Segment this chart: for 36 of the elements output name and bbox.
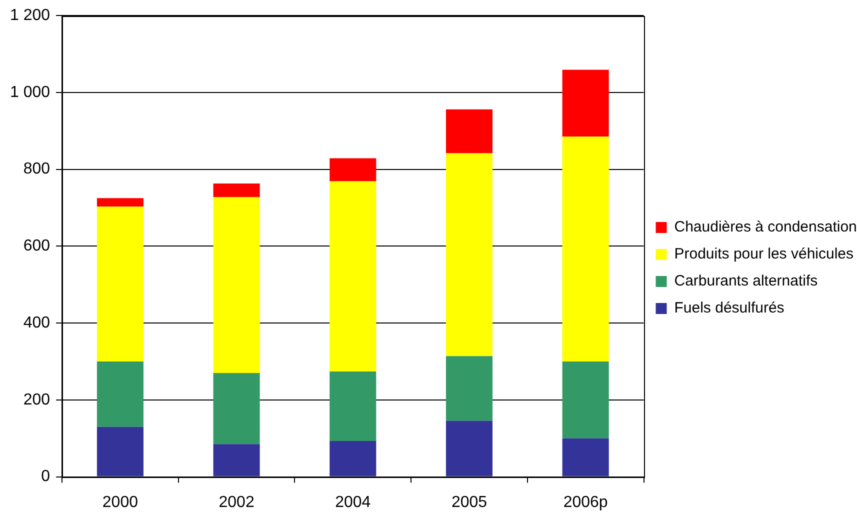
bar xyxy=(96,206,144,362)
x-tick-label: 2006p xyxy=(563,494,608,511)
x-tick-label: 2004 xyxy=(335,494,371,511)
bar xyxy=(330,181,376,372)
bar xyxy=(330,441,376,476)
y-tick-label: 200 xyxy=(23,391,50,408)
legend-label: Chaudières à condensation xyxy=(674,218,857,236)
bar xyxy=(446,420,493,476)
y-tick-label: 800 xyxy=(23,160,50,178)
x-tick-label: 2000 xyxy=(102,494,138,511)
bar xyxy=(213,184,260,198)
bar xyxy=(213,197,260,374)
y-tick-label: 400 xyxy=(23,314,50,332)
y-tick-label: 600 xyxy=(23,238,50,255)
legend-label: Fuels désulfurés xyxy=(674,300,784,317)
bar xyxy=(330,158,376,182)
legend-label: Produits pour les véhicules xyxy=(674,246,854,263)
bar xyxy=(562,70,609,137)
bar xyxy=(213,444,260,476)
bar xyxy=(562,362,609,438)
bar xyxy=(96,198,144,207)
bar xyxy=(96,362,144,427)
bar xyxy=(562,438,609,476)
bar xyxy=(446,356,493,421)
x-tick-label: 2002 xyxy=(218,494,254,511)
bar xyxy=(213,373,260,444)
y-tick-label: 1 000 xyxy=(10,84,50,101)
bar xyxy=(330,371,376,442)
bar xyxy=(446,153,493,356)
bar xyxy=(562,136,609,362)
x-tick-label: 2005 xyxy=(451,494,488,511)
y-tick-label: 1 200 xyxy=(10,7,50,24)
legend-label: Carburants alternatifs xyxy=(674,272,818,290)
y-tick-label: 0 xyxy=(41,468,50,486)
bar xyxy=(96,426,144,476)
bar xyxy=(446,109,493,154)
